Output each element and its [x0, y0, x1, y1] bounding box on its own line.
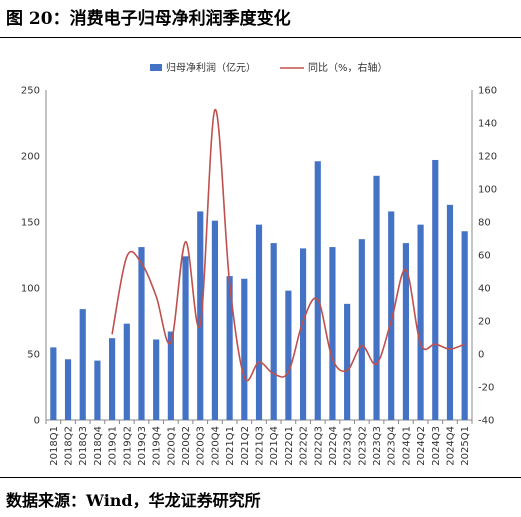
x-tick-label: 2020Q2	[181, 426, 192, 466]
x-tick-label: 2018Q2	[64, 426, 75, 466]
source-note: 数据来源：Wind，华龙证券研究所	[6, 491, 261, 510]
x-tick-label: 2018Q3	[78, 426, 89, 466]
bar	[270, 243, 277, 420]
x-tick-label: 2020Q1	[166, 426, 177, 466]
y-right-tick-label: 100	[478, 185, 497, 196]
y-right-tick-label: -20	[478, 383, 494, 394]
y-right-tick-label: 120	[478, 152, 497, 163]
page-title: 图 20：消费电子归母净利润季度变化	[6, 9, 291, 29]
x-tick-label: 2022Q1	[284, 426, 295, 466]
y-right-tick-label: 160	[478, 86, 497, 97]
bar	[329, 247, 336, 420]
legend-label-bar: 归母净利润（亿元）	[166, 61, 256, 74]
bar	[314, 161, 321, 420]
y-right-tick-label: 60	[478, 251, 491, 262]
bar	[344, 303, 351, 420]
x-tick-label: 2020Q4	[210, 426, 221, 466]
bar	[167, 331, 174, 420]
x-tick-label: 2019Q2	[122, 426, 133, 466]
x-tick-label: 2021Q2	[240, 426, 251, 466]
bar	[182, 256, 189, 420]
y-right-tick-label: 80	[478, 218, 491, 229]
bar	[226, 276, 233, 420]
bottom-rule	[0, 477, 521, 478]
bar	[138, 247, 145, 420]
x-tick-label: 2020Q3	[196, 426, 207, 466]
bar	[255, 224, 263, 420]
bar-series	[50, 159, 468, 420]
bar	[197, 211, 204, 420]
x-tick-label: 2023Q3	[372, 426, 383, 466]
bar	[461, 231, 468, 420]
bar	[388, 211, 395, 420]
y-right-tick-label: 40	[478, 284, 491, 295]
bar	[358, 239, 365, 420]
bar	[123, 323, 130, 420]
x-tick-label: 2018Q1	[49, 426, 60, 466]
x-tick-label: 2019Q4	[152, 426, 163, 466]
bar	[211, 220, 219, 420]
line-series	[111, 108, 465, 382]
legend-label-line: 同比（%，右轴）	[308, 61, 388, 74]
y-left-tick-label: 250	[21, 86, 40, 97]
legend-swatch-bar	[150, 64, 162, 71]
y-right-tick-label: 20	[478, 317, 491, 328]
x-tick-label: 2025Q1	[460, 426, 471, 466]
x-tick-label: 2022Q4	[328, 426, 339, 466]
x-tick-label: 2019Q1	[108, 426, 119, 466]
bar	[94, 360, 101, 420]
y-left-tick-label: 100	[21, 284, 40, 295]
bar	[446, 204, 454, 420]
x-tick-label: 2022Q2	[299, 426, 310, 466]
x-tick-label: 2023Q1	[343, 426, 354, 466]
x-tick-label: 2024Q3	[431, 426, 442, 466]
bar	[373, 175, 380, 420]
bar	[153, 339, 160, 420]
x-tick-label: 2023Q4	[387, 426, 398, 466]
bar	[299, 248, 307, 420]
x-tick-label: 2023Q2	[357, 426, 368, 466]
bar	[402, 243, 409, 420]
x-tick-label: 2024Q2	[416, 426, 427, 466]
bar	[241, 278, 248, 420]
bar	[64, 359, 72, 420]
x-tick-label: 2018Q4	[93, 426, 104, 466]
bar	[417, 224, 424, 420]
y-left-tick-label: 200	[21, 152, 40, 163]
tick-labels: 0 50 100 150 200 250 -40 -20 0 20 40 60 80 100 120 140 1…	[21, 86, 497, 466]
bar	[432, 159, 439, 420]
x-tick-label: 2024Q1	[401, 426, 412, 466]
legend: 归母净利润（亿元） 同比（%，右轴）	[150, 61, 388, 74]
y-right-tick-label: 0	[478, 350, 484, 361]
y-left-tick-label: 150	[21, 218, 40, 229]
y-left-tick-label: 50	[27, 350, 40, 361]
x-tick-label: 2021Q3	[255, 426, 266, 466]
x-tick-label: 2022Q3	[313, 426, 324, 466]
y-right-tick-label: 140	[478, 119, 497, 130]
x-tick-label: 2021Q4	[269, 426, 280, 466]
y-left-tick-label: 0	[34, 416, 40, 427]
bar	[109, 338, 116, 420]
x-tick-label: 2019Q3	[137, 426, 148, 466]
yoy-line	[111, 108, 465, 382]
y-right-tick-label: -40	[478, 416, 494, 427]
x-tick-label: 2021Q1	[225, 426, 236, 466]
top-rule	[0, 37, 521, 38]
bar	[79, 309, 86, 420]
x-tick-label: 2024Q4	[445, 426, 456, 466]
bar	[50, 347, 57, 420]
chart: 归母净利润（亿元） 同比（%，右轴） 050100150200250-40-20…	[21, 61, 497, 466]
bar	[285, 290, 292, 420]
